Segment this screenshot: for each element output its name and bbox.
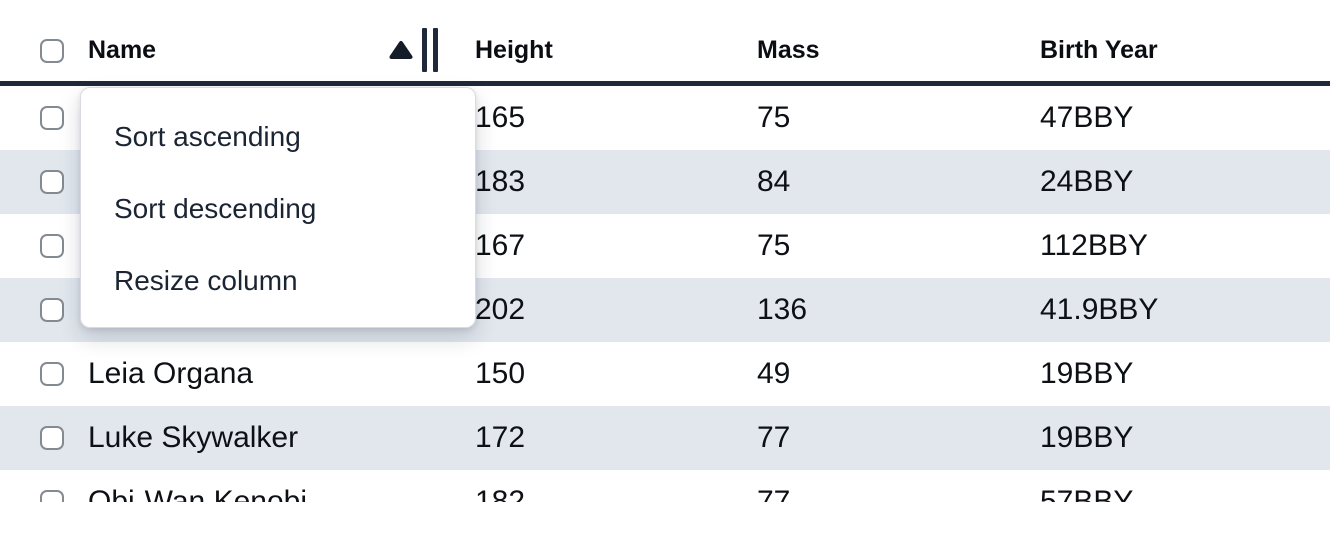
row-select-cell bbox=[0, 234, 88, 258]
cell-mass: 75 bbox=[757, 229, 791, 262]
column-resize-handle-icon[interactable] bbox=[422, 28, 438, 72]
column-header-birth-year[interactable]: Birth Year bbox=[1040, 36, 1330, 65]
select-all-checkbox[interactable] bbox=[40, 38, 64, 63]
cell-mass: 49 bbox=[757, 357, 791, 390]
cell-mass: 75 bbox=[757, 101, 791, 134]
column-header-mass[interactable]: Mass bbox=[757, 36, 1040, 65]
cell-height: 165 bbox=[475, 101, 526, 134]
column-header-height-label: Height bbox=[475, 36, 553, 64]
row-select-cell bbox=[0, 298, 88, 322]
column-header-name[interactable]: Name bbox=[88, 36, 475, 65]
table-row[interactable]: Luke Skywalker 172 77 19BBY bbox=[0, 406, 1330, 470]
row-select-cell bbox=[0, 426, 88, 450]
row-checkbox[interactable] bbox=[40, 234, 64, 258]
table-header-row: Name Height Mass Birth Year bbox=[0, 0, 1330, 86]
row-checkbox[interactable] bbox=[40, 170, 64, 194]
cell-birth-year: 47BBY bbox=[1040, 101, 1134, 134]
menu-item-resize-column-label: Resize column bbox=[114, 265, 298, 296]
menu-item-resize-column[interactable]: Resize column bbox=[81, 245, 475, 317]
cell-birth-year: 112BBY bbox=[1040, 229, 1148, 262]
cell-birth-year: 19BBY bbox=[1040, 357, 1134, 390]
data-table: Name Height Mass Birth Year 165 75 47BBY bbox=[0, 0, 1330, 502]
row-checkbox[interactable] bbox=[40, 362, 64, 386]
select-all-cell bbox=[0, 38, 88, 63]
sort-ascending-triangle-icon[interactable] bbox=[389, 40, 413, 60]
row-select-cell bbox=[0, 362, 88, 386]
row-checkbox[interactable] bbox=[40, 426, 64, 450]
column-header-name-label: Name bbox=[88, 36, 157, 64]
table-row[interactable]: 165 75 47BBY bbox=[0, 86, 1330, 150]
row-select-cell bbox=[0, 490, 88, 502]
cell-height: 172 bbox=[475, 421, 526, 454]
cell-height: 202 bbox=[475, 293, 526, 326]
menu-item-sort-ascending[interactable]: Sort ascending bbox=[81, 101, 475, 173]
cell-mass: 77 bbox=[757, 485, 791, 502]
cell-birth-year: 19BBY bbox=[1040, 421, 1134, 454]
cell-mass: 84 bbox=[757, 165, 791, 198]
row-checkbox[interactable] bbox=[40, 106, 64, 130]
cell-height: 182 bbox=[475, 485, 526, 502]
row-checkbox[interactable] bbox=[40, 490, 64, 502]
cell-height: 150 bbox=[475, 357, 526, 390]
table-row[interactable]: 167 75 112BBY bbox=[0, 214, 1330, 278]
cell-birth-year: 57BBY bbox=[1040, 485, 1134, 502]
row-select-cell bbox=[0, 106, 88, 130]
cell-name: Obi-Wan Kenobi bbox=[88, 485, 307, 502]
menu-item-sort-descending[interactable]: Sort descending bbox=[81, 173, 475, 245]
column-context-menu: Sort ascending Sort descending Resize co… bbox=[80, 87, 476, 328]
table-row[interactable]: Obi-Wan Kenobi 182 77 57BBY bbox=[0, 470, 1330, 502]
row-checkbox[interactable] bbox=[40, 298, 64, 322]
cell-height: 167 bbox=[475, 229, 526, 262]
cell-birth-year: 24BBY bbox=[1040, 165, 1134, 198]
menu-item-sort-descending-label: Sort descending bbox=[114, 193, 317, 224]
cell-height: 183 bbox=[475, 165, 526, 198]
cell-name: Luke Skywalker bbox=[88, 421, 299, 454]
column-header-birth-year-label: Birth Year bbox=[1040, 36, 1158, 64]
cell-name: Leia Organa bbox=[88, 357, 254, 390]
row-select-cell bbox=[0, 170, 88, 194]
cell-mass: 136 bbox=[757, 293, 808, 326]
cell-birth-year: 41.9BBY bbox=[1040, 293, 1159, 326]
cell-mass: 77 bbox=[757, 421, 791, 454]
table-row[interactable]: Leia Organa 150 49 19BBY bbox=[0, 342, 1330, 406]
column-header-mass-label: Mass bbox=[757, 36, 820, 64]
column-header-height[interactable]: Height bbox=[475, 36, 757, 65]
menu-item-sort-ascending-label: Sort ascending bbox=[114, 121, 301, 152]
